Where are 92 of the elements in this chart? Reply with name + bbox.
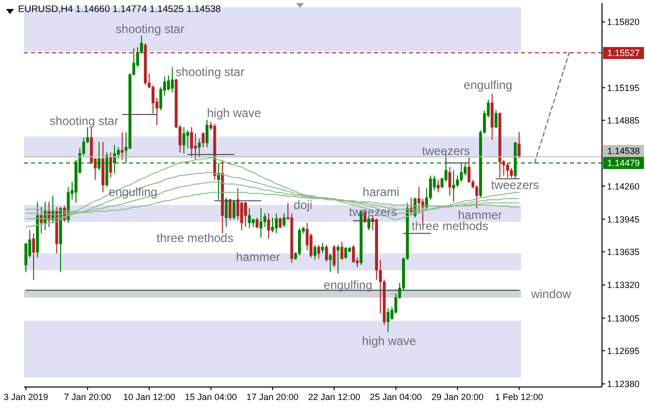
candlestick [340,241,344,260]
y-tick-label: 1.12380 [607,379,640,390]
candlestick [310,232,312,258]
candlestick [332,244,336,268]
annotation: hammer [236,250,280,264]
y-tick-label: 1.14260 [607,181,640,192]
chart-title: EURUSD,H4 1.14660 1.14774 1.14525 1.14538 [18,4,221,15]
candlestick [228,198,232,220]
candlestick [167,75,170,91]
candlestick [448,166,452,196]
candlestick [232,199,236,220]
x-tick-label: 22 Jan 12:00 [308,392,360,402]
candlestick [256,217,259,229]
y-tick-label: 1.14885 [607,116,640,126]
candlestick [190,126,194,158]
candlestick [417,186,420,214]
annotation: tweezers [490,178,540,192]
candlestick [460,162,463,182]
candlestick [325,244,328,262]
candlestick [116,146,120,160]
ref-line-label: 1.14538 [603,145,644,158]
candlestick [198,138,201,158]
candlestick [170,66,174,93]
candlestick [506,162,509,178]
candlestick [456,175,459,188]
candlestick [248,208,251,229]
candlestick [120,132,124,160]
candlestick [494,110,498,129]
annotation: shooting star [50,114,118,128]
y-tick-label: 1.15820 [607,17,640,28]
y-tick-label: 1.13320 [607,280,640,290]
candlestick [321,242,324,254]
y-tick-label: 1.15195 [607,82,640,93]
annotation: shooting star [116,22,184,36]
candlestick [298,228,301,256]
candlestick [271,217,274,233]
x-tick-label: 17 Jan 20:00 [246,392,299,402]
annotation: harami [362,185,400,199]
annotation: hammer [458,208,502,222]
candlestick [328,252,332,273]
candlestick [32,232,36,280]
annotation: high wave [206,106,262,120]
x-tick-label: 15 Jan 04:00 [184,392,237,402]
annotation: doji [294,198,312,212]
candlestick [224,197,228,228]
annotation: high wave [362,334,416,348]
ref-line-label: 1.15527 [603,46,644,59]
candlestick [263,212,266,228]
candlestick [202,132,205,148]
candlestick [278,217,282,229]
candlestick [386,308,390,333]
y-tick-label: 1.13005 [607,313,640,324]
annotation: three methods [156,231,234,245]
candlestick [367,215,370,231]
candlestick [468,157,470,184]
line-series [534,52,570,164]
candlestick [109,152,112,178]
annotation: tweezers [422,144,470,158]
annotation: engulfing [324,278,372,292]
annotation: three methods [412,219,488,233]
candlestick [259,208,262,238]
candlestick [182,126,186,154]
x-tick-label: 7 Jan 20:00 [64,392,112,402]
candlestick [336,244,340,274]
y-tick-label: 1.13635 [607,247,640,258]
x-tick-label: 29 Jan 20:00 [431,392,484,402]
candlestick [510,168,513,178]
candlestick [352,244,355,264]
y-tick-label: 1.12695 [607,346,640,356]
candlestick [518,131,521,159]
ref-line-label: 1.14479 [603,157,644,170]
y-tick-label: 1.13945 [607,214,640,224]
x-tick-label: 10 Jan 12:00 [123,392,176,402]
candlestick [317,244,320,260]
candlestick [244,201,247,228]
x-tick-label: 1 Feb 12:00 [495,392,544,402]
candlestick [194,132,197,160]
candlestick [267,212,270,240]
candlestick [436,179,440,193]
candlestick [313,244,316,260]
candlestick [152,84,154,114]
band-label: window [531,286,572,301]
candlestick [40,206,43,234]
annotation: engulfing [464,78,512,92]
candlestick [452,170,456,202]
candlestick [344,246,348,260]
candlestick [206,119,208,148]
candlestick [282,212,286,228]
annotation: shooting star [176,65,244,79]
candlestick [274,212,278,234]
x-tick-label: 3 Jan 2019 [4,392,48,402]
x-tick-label: 25 Jan 04:00 [370,392,422,402]
